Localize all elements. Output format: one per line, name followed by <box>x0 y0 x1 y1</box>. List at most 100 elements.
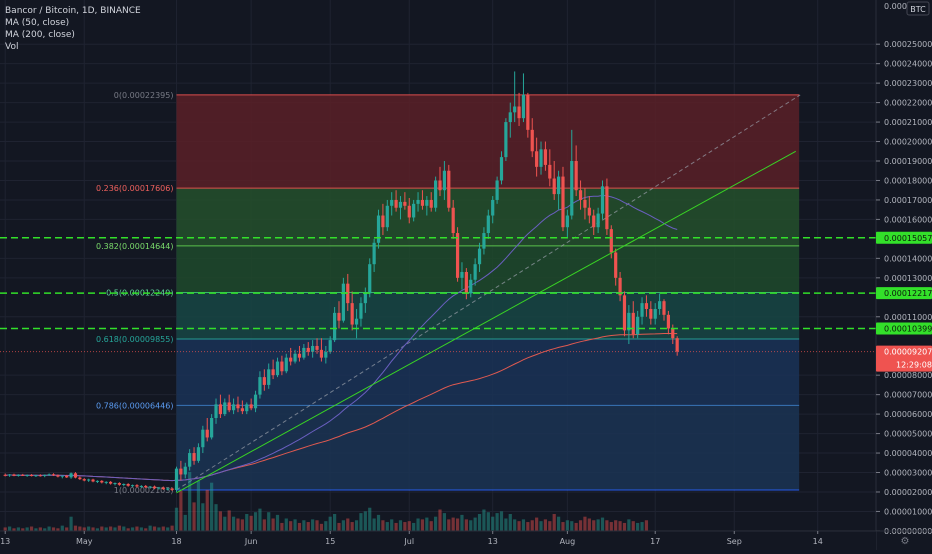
volume-bar <box>34 528 38 531</box>
candle <box>486 209 490 239</box>
candle <box>34 474 38 477</box>
candle <box>517 92 521 126</box>
candle-body <box>556 176 561 195</box>
candle-body <box>161 487 165 490</box>
candle-body <box>258 377 262 395</box>
candle-body <box>284 357 288 372</box>
price-tag-value: 0.00010399 <box>884 324 932 333</box>
candle-body <box>253 394 258 409</box>
candle-body <box>311 345 315 352</box>
volume-bar <box>170 525 174 531</box>
volume-bar <box>218 511 223 531</box>
candle <box>464 268 468 300</box>
volume-bar <box>324 521 328 531</box>
candle-body <box>662 301 666 315</box>
volume-bar <box>47 526 51 531</box>
level-price-tag: 0.00012217 <box>876 287 932 300</box>
candle-body <box>12 474 16 476</box>
candle-body <box>201 429 205 448</box>
volume-bar <box>179 490 183 531</box>
candle-body <box>596 213 600 228</box>
volume-bar <box>556 516 561 531</box>
candle <box>69 472 73 479</box>
candle <box>600 180 605 220</box>
candle-body <box>78 477 82 480</box>
candle-body <box>144 485 148 488</box>
candle <box>341 277 345 323</box>
candle-body <box>521 94 526 119</box>
candle-body <box>587 207 591 216</box>
candle-body <box>91 479 95 482</box>
candle <box>587 196 591 224</box>
settings-icon[interactable]: ⚙ <box>901 536 910 547</box>
indicator-volume[interactable]: Vol <box>5 42 19 52</box>
volume-bar <box>548 521 552 531</box>
indicator-ma200[interactable]: MA (200, close) <box>5 30 75 40</box>
volume-bar <box>201 503 205 531</box>
time-tick-label: 13 <box>488 537 498 546</box>
currency-unit-box[interactable] <box>906 1 930 16</box>
volume-bar <box>350 522 354 531</box>
candle-body <box>636 316 640 335</box>
candle-body <box>530 129 534 152</box>
candle <box>16 474 20 477</box>
volume-bar <box>574 522 578 531</box>
volume-bar <box>245 514 249 531</box>
volume-bar <box>91 527 95 531</box>
candle <box>280 355 284 376</box>
candle-body <box>236 404 240 409</box>
currency-unit-label: BTC <box>910 5 926 14</box>
candle <box>91 478 95 483</box>
candle-body <box>583 199 587 208</box>
volume-bar <box>504 518 508 531</box>
time-axis-bg <box>0 531 876 550</box>
candle-body <box>363 293 367 304</box>
candle-body <box>640 303 644 317</box>
level-price-tag: 0.00010399 <box>876 322 932 335</box>
candle-body <box>3 474 7 476</box>
candle-body <box>21 474 25 476</box>
volume-bar <box>416 518 420 531</box>
time-tick-label: 17 <box>650 537 660 546</box>
candle <box>258 371 262 399</box>
candle-body <box>87 479 91 481</box>
candle <box>491 196 495 224</box>
volume-bar <box>253 512 258 531</box>
volume-bar <box>622 522 627 531</box>
volume-bar <box>104 527 108 531</box>
candle-body <box>319 349 324 358</box>
candle <box>109 481 113 485</box>
price-tag-value: 0.00009207 <box>884 348 932 357</box>
candle <box>122 483 126 487</box>
volume-bar <box>306 522 310 531</box>
candle <box>482 227 486 255</box>
candle <box>535 137 539 177</box>
volume-bar <box>425 517 429 531</box>
candle <box>135 484 139 488</box>
volume-bar <box>192 502 196 531</box>
volume-bar <box>565 520 569 531</box>
candle-body <box>122 484 126 486</box>
candle-body <box>7 474 12 476</box>
indicator-ma50[interactable]: MA (50, close) <box>5 18 70 28</box>
candle <box>139 485 143 488</box>
candle <box>552 161 556 200</box>
candle-body <box>65 475 69 478</box>
volume-bar <box>460 514 464 531</box>
volume-bar <box>284 518 288 531</box>
candle-body <box>469 279 473 294</box>
fib-band <box>176 339 800 406</box>
candle <box>543 141 548 171</box>
candle <box>570 129 574 220</box>
candle <box>368 258 372 298</box>
candle <box>548 149 552 187</box>
candle-body <box>412 203 416 218</box>
candle <box>306 342 310 356</box>
candle-body <box>271 369 275 376</box>
time-tick-label: 13 <box>0 537 10 546</box>
candle <box>12 473 16 477</box>
candle <box>412 199 416 222</box>
candle <box>390 192 394 216</box>
